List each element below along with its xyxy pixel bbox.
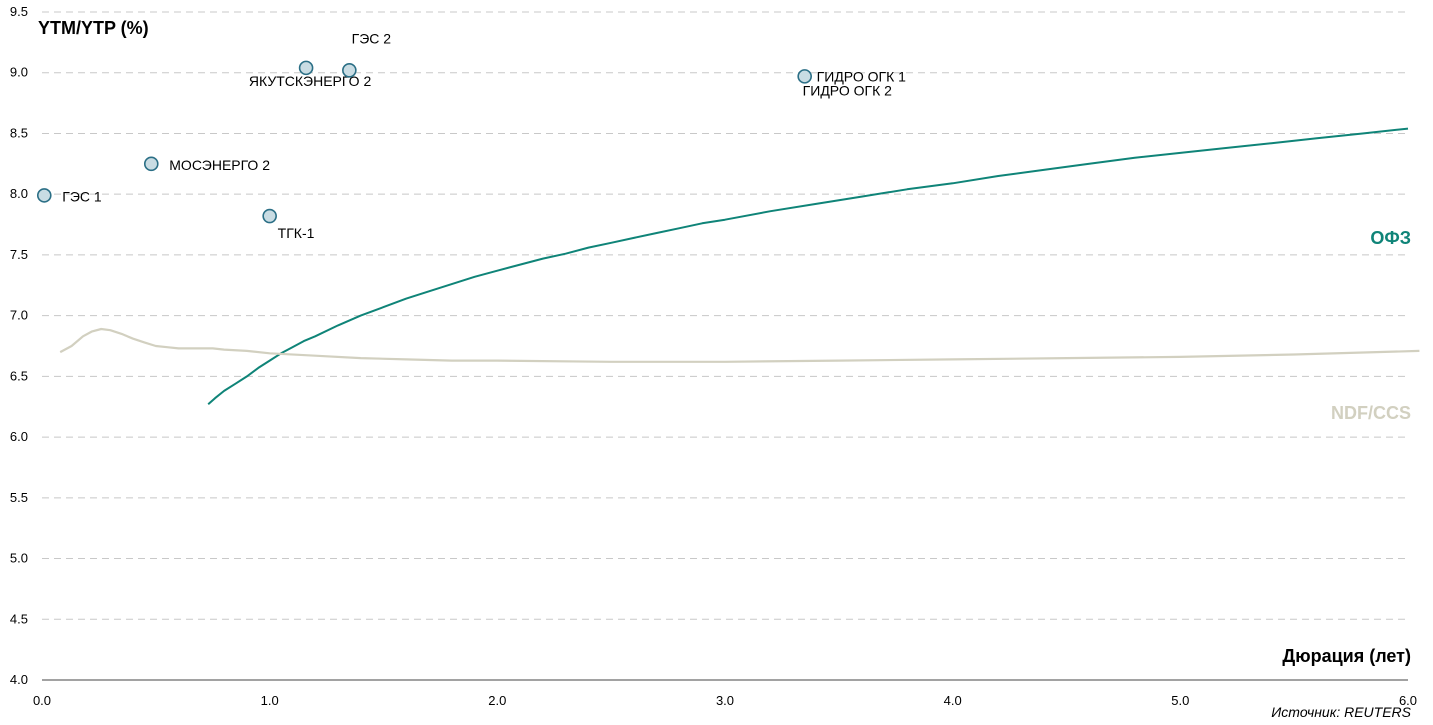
y-tick-label: 9.5 (10, 4, 28, 19)
bond-point-label: ГЭС 1 (62, 188, 102, 204)
bond-point-marker (143, 156, 159, 172)
x-tick-label: 3.0 (716, 693, 734, 708)
y-tick-label: 6.5 (10, 368, 28, 383)
y-tick-label: 7.0 (10, 308, 28, 323)
y-tick-label: 4.5 (10, 611, 28, 626)
series-lines (59, 127, 1420, 406)
ofz-yield-curve (207, 127, 1409, 406)
bond-point-label: ГИДРО ОГК 2 (803, 82, 892, 98)
bond-point-marker (342, 62, 357, 78)
y-tick-label: 4.0 (10, 672, 28, 687)
y-tick-label: 5.5 (10, 490, 28, 505)
y-tick-label: 8.5 (10, 125, 28, 140)
x-axis-ticks: 0.0 1.0 2.0 3.0 4.0 5.0 6.0 (33, 679, 1417, 708)
y-tick-label: 6.0 (10, 429, 28, 444)
bond-point-marker (298, 60, 314, 76)
series-label-ofz: ОФЗ (1370, 228, 1411, 248)
x-tick-label: 6.0 (1399, 693, 1417, 708)
bond-point-label: ЯКУТСКЭНЕРГО 2 (249, 73, 372, 89)
series-label-ndf-ccs: NDF/CCS (1331, 403, 1411, 423)
source-note: Источник: REUTERS (1271, 704, 1411, 720)
bond-point-marker (797, 69, 812, 84)
y-tick-label: 5.0 (10, 551, 28, 566)
y-tick-label: 9.0 (10, 65, 28, 80)
bond-point-label: ГЭС 2 (352, 30, 392, 46)
x-tick-label: 4.0 (944, 693, 962, 708)
x-tick-label: 0.0 (33, 693, 51, 708)
grid-lines (42, 11, 1410, 620)
x-tick-label: 5.0 (1171, 693, 1189, 708)
x-tick-label: 1.0 (261, 693, 279, 708)
y-tick-label: 8.0 (10, 186, 28, 201)
bond-point-label: ГИДРО ОГК 1 (817, 68, 906, 84)
x-tick-label: 2.0 (488, 693, 506, 708)
ndf-ccs-curve (59, 327, 1420, 363)
bond-point-label: ТГК-1 (278, 225, 315, 241)
bond-point-label: МОСЭНЕРГО 2 (169, 157, 270, 173)
bond-point-marker (36, 188, 52, 203)
x-axis-title: Дюрация (лет) (1282, 646, 1411, 666)
bond-points: ГЭС 1 МОСЭНЕРГО 2 ТГК-1 ЯКУТСКЭНЕРГО 2 ГЭС 2… (36, 30, 906, 241)
y-axis-title: YTM/YTP (%) (38, 18, 149, 38)
y-axis-ticks: 4.0 4.5 5.0 5.5 6.0 6.5 7.0 7.5 8.0 8.5 9.0 9.5 (10, 4, 28, 687)
bond-point-marker (262, 208, 277, 224)
y-tick-label: 7.5 (10, 247, 28, 262)
